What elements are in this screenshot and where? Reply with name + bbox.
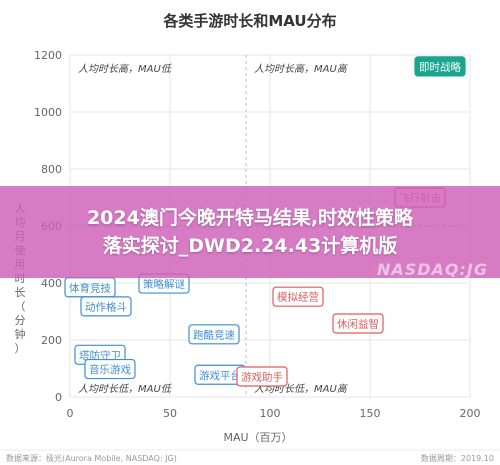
quadrant-label: 人均时长高，MAU低 — [78, 63, 173, 75]
footer-source: 数据来源：极光(Aurora Mobile, NASDAQ: JG) — [6, 453, 177, 463]
point-box — [236, 366, 288, 387]
y-axis-label-char: 长 — [15, 286, 26, 299]
x-tick-label: 200 — [460, 407, 481, 420]
x-tick-label: 100 — [260, 407, 281, 420]
y-tick-label: 1200 — [34, 49, 62, 62]
point-label: 游戏平台 — [199, 369, 241, 382]
x-tick-label: 0 — [67, 407, 74, 420]
y-tick-label: 0 — [55, 391, 62, 404]
point-box — [272, 286, 324, 307]
x-tick-label: 150 — [360, 407, 381, 420]
point-box — [332, 313, 384, 334]
y-tick-label: 1000 — [34, 106, 62, 119]
point-label: 塔防守卫 — [79, 349, 121, 362]
overlay-line-2: 落实探讨_DWD2.24.43计算机版 — [102, 235, 398, 257]
category-point[interactable]: 动作格斗 — [80, 296, 132, 317]
overlay-banner: 2024澳门今晚开特马结果,时效性策略 落实探讨_DWD2.24.43计算机版 — [0, 186, 500, 278]
footer-date: 数据周期：2019.10 — [421, 453, 494, 463]
point-label: 音乐游戏 — [89, 363, 131, 376]
y-axis-label-char: ） — [15, 342, 26, 355]
category-point[interactable]: 体育竞技 — [64, 277, 116, 298]
point-label: 策略解谜 — [143, 278, 185, 291]
point-box — [414, 56, 466, 77]
y-tick-label: 800 — [41, 163, 62, 176]
point-label: 跑酷竞速 — [193, 328, 235, 341]
category-point[interactable]: 游戏助手 — [236, 366, 288, 387]
y-axis-label-char: （ — [15, 300, 26, 313]
point-label: 即时战略 — [419, 60, 461, 73]
y-axis-label-char: 分 — [15, 314, 26, 327]
point-box — [188, 324, 240, 345]
point-label: 休闲益智 — [337, 317, 379, 330]
overlay-line-1: 2024澳门今晚开特马结果,时效性策略 — [86, 207, 414, 229]
category-point[interactable]: 音乐游戏 — [84, 358, 136, 380]
quadrant-label: 人均时长高，MAU高 — [254, 63, 349, 75]
watermark-text: NASDAQ:JG — [376, 260, 488, 279]
y-axis-label-char: 钟 — [15, 327, 26, 341]
category-point[interactable]: 游戏平台 — [194, 364, 246, 385]
point-label: 体育竞技 — [69, 281, 111, 294]
point-label: 动作格斗 — [85, 300, 127, 313]
point-box — [80, 296, 132, 317]
y-axis-label-char: 时 — [15, 272, 26, 285]
quadrant-label: 人均时长低，MAU低 — [78, 383, 173, 395]
x-tick-label: 50 — [163, 407, 177, 420]
y-tick-label: 200 — [41, 334, 62, 347]
category-point[interactable]: 策略解谜 — [138, 273, 190, 294]
x-axis-label: MAU（百万） — [223, 431, 292, 444]
chart-title: 各类手游时长和MAU分布 — [162, 12, 336, 30]
category-point[interactable]: 模拟经营 — [272, 286, 324, 307]
point-label: 模拟经营 — [277, 291, 319, 304]
category-point[interactable]: 跑酷竞速 — [188, 324, 240, 345]
category-point[interactable]: 即时战略 — [414, 56, 466, 77]
point-label: 游戏助手 — [241, 370, 283, 383]
point-box — [84, 358, 136, 380]
category-point[interactable]: 休闲益智 — [332, 313, 384, 334]
y-tick-label: 400 — [41, 277, 62, 290]
